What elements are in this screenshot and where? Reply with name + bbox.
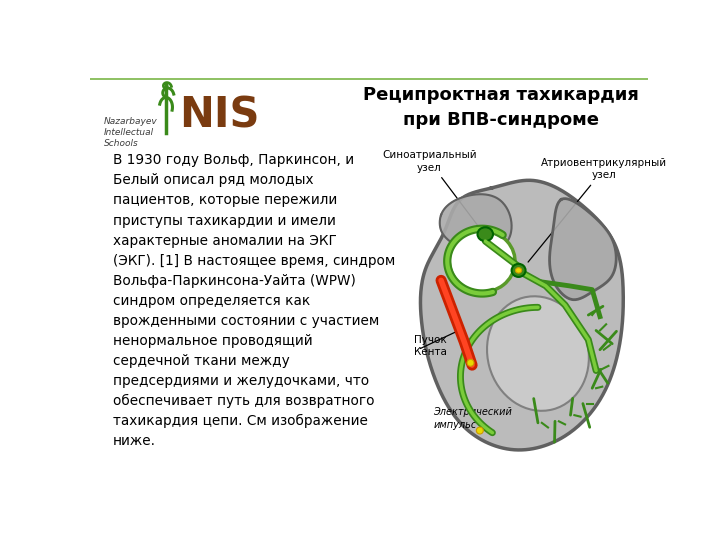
Ellipse shape xyxy=(467,359,474,366)
Text: Пучок
Кента: Пучок Кента xyxy=(414,335,447,357)
Polygon shape xyxy=(420,180,624,450)
Ellipse shape xyxy=(516,268,522,273)
Ellipse shape xyxy=(487,296,589,411)
Text: Синоатриальный
узел: Синоатриальный узел xyxy=(382,150,480,228)
Text: Атриовентрикулярный
узел: Атриовентрикулярный узел xyxy=(528,158,667,262)
Polygon shape xyxy=(549,199,616,300)
Ellipse shape xyxy=(512,264,526,277)
Text: Nazarbayev
Intellectual
Schools: Nazarbayev Intellectual Schools xyxy=(104,117,158,148)
Text: Электрический
импульс: Электрический импульс xyxy=(433,408,512,430)
Text: В 1930 году Вольф, Паркинсон, и
Белый описал ряд молодых
пациентов, которые пере: В 1930 году Вольф, Паркинсон, и Белый оп… xyxy=(113,153,395,448)
Text: Реципроктная тахикардия
при ВПВ-синдроме: Реципроктная тахикардия при ВПВ-синдроме xyxy=(363,86,639,130)
Ellipse shape xyxy=(449,231,515,292)
Polygon shape xyxy=(440,194,512,253)
Text: NIS: NIS xyxy=(179,94,260,136)
Ellipse shape xyxy=(477,227,493,241)
Ellipse shape xyxy=(477,427,483,434)
